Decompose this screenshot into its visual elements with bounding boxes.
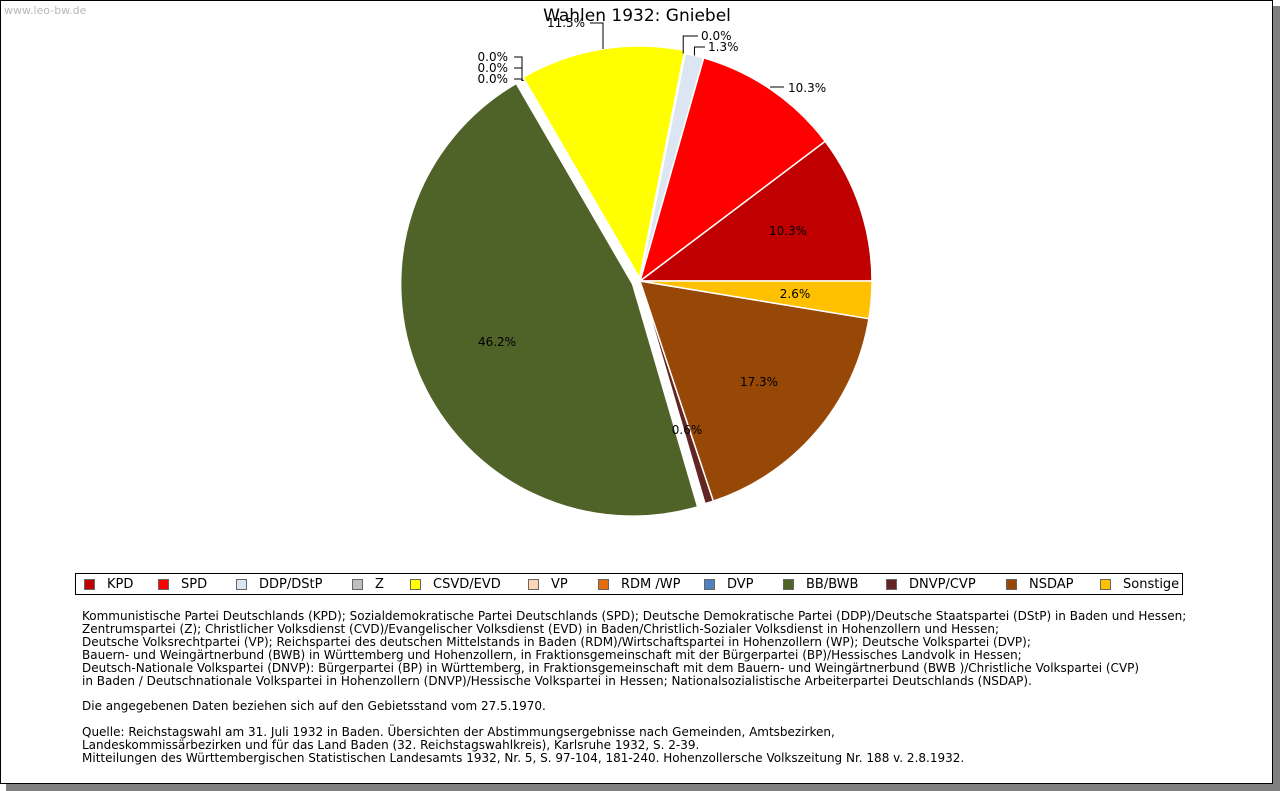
source-note-line: Quelle: Reichstagswahl am 31. Juli 1932 … [82, 725, 835, 740]
legend-label: CSVD/EVD [433, 577, 501, 592]
slice-label-nsdap: 17.3% [740, 375, 778, 389]
watermark: www.leo-bw.de [4, 4, 87, 17]
legend-label: DNVP/CVP [909, 577, 976, 592]
slice-label-rdm: 0.0% [478, 61, 509, 75]
source-note: Quelle: Reichstagswahl am 31. Juli 1932 … [82, 726, 1252, 765]
legend-item-nsdap: NSDAP [1006, 577, 1074, 592]
legend-item-kpd: KPD [84, 577, 133, 592]
label-leaders [514, 22, 784, 88]
slice-labels: 10.3%10.3%1.3%0.0%11.5%0.0%0.0%0.0%46.2%… [478, 16, 827, 437]
party-abbreviations: Kommunistische Partei Deutschlands (KPD)… [82, 610, 1252, 687]
legend-label: DDP/DStP [259, 577, 323, 592]
legend-item-dnvp: DNVP/CVP [886, 577, 976, 592]
party-note-line: Deutsch-Nationale Volkspartei (DNVP): Bü… [82, 660, 1140, 675]
pie-chart: Wahlen 1932: Gniebel 10.3%10.3%1.3%0.0%1… [399, 6, 873, 517]
slice-label-ddp: 1.3% [708, 40, 739, 54]
legend-label: Sonstige [1123, 577, 1180, 592]
legend-swatch [236, 579, 247, 590]
legend-label: Z [375, 577, 384, 592]
legend-swatch [598, 579, 609, 590]
legend-item-csvd: CSVD/EVD [410, 577, 501, 592]
legend-swatch [783, 579, 794, 590]
legend-swatch [158, 579, 169, 590]
legend-label: SPD [181, 577, 208, 592]
pie-slice-csvd [522, 45, 686, 281]
legend-swatch [886, 579, 897, 590]
pie-slice-bb [399, 82, 699, 517]
legend: KPD SPD DDP/DStP Z CSVD/EVD VP RDM /WP DVP BB/BW… [75, 573, 1183, 595]
legend-label: VP [551, 577, 568, 592]
legend-item-z: Z [352, 577, 384, 592]
legend-swatch [352, 579, 363, 590]
frame-shadow-bottom [6, 784, 1280, 791]
legend-item-bb: BB/BWB [783, 577, 858, 592]
party-note-line: Zentrumspartei (Z); Christlicher Volksdi… [82, 621, 1000, 636]
legend-item-ddp: DDP/DStP [236, 577, 322, 592]
legend-swatch [528, 579, 539, 590]
slice-label-bb: 46.2% [478, 335, 516, 349]
legend-swatch [704, 579, 715, 590]
legend-swatch [1006, 579, 1017, 590]
pie-slice-spd [638, 56, 827, 283]
slice-label-vp: 0.0% [478, 50, 509, 64]
party-note-line: Kommunistische Partei Deutschlands (KPD)… [82, 609, 1187, 623]
slice-label-spd: 10.3% [788, 81, 826, 95]
legend-item-dvp: DVP [704, 577, 754, 592]
legend-swatch [84, 579, 95, 590]
party-note-line: Bauern- und Weingärtnerbund (BWB) in Wür… [82, 647, 1022, 662]
frame-shadow-right [1273, 6, 1280, 791]
slice-label-dvp: 0.0% [478, 72, 509, 86]
slice-label-csvd: 11.5% [547, 16, 585, 30]
chart-title: Wahlen 1932: Gniebel [543, 6, 731, 26]
pie-slice-sonstige [639, 280, 873, 320]
territory-note: Die angegebenen Daten beziehen sich auf … [82, 699, 546, 714]
slice-label-z: 0.0% [701, 29, 732, 43]
legend-item-vp: VP [528, 577, 568, 592]
legend-item-sonstige: Sonstige [1100, 577, 1179, 592]
legend-swatch [1100, 579, 1111, 590]
legend-swatch [410, 579, 421, 590]
pie-slices [399, 45, 873, 517]
legend-label: NSDAP [1029, 577, 1074, 592]
party-note-line: Deutsche Volksrechtpartei (VP); Reichspa… [82, 634, 1031, 649]
source-note-line: Mitteilungen des Württembergischen Stati… [82, 751, 965, 766]
pie-slice-kpd [637, 140, 873, 282]
legend-label: RDM /WP [621, 577, 681, 592]
legend-item-spd: SPD [158, 577, 207, 592]
legend-label: KPD [107, 577, 134, 592]
slice-label-sonstige: 2.6% [780, 287, 811, 301]
slice-label-dnvp: 0.6% [672, 423, 703, 437]
source-note-line: Landeskommissärbezirken und für das Land… [82, 738, 700, 753]
slice-label-kpd: 10.3% [769, 224, 807, 238]
legend-item-rdm: RDM /WP [598, 577, 680, 592]
party-note-line: in Baden / Deutschnationale Volkspartei … [82, 673, 1032, 688]
footnotes: Kommunistische Partei Deutschlands (KPD)… [82, 610, 1252, 765]
pie-slice-nsdap [638, 280, 870, 503]
legend-label: BB/BWB [806, 577, 859, 592]
legend-label: DVP [727, 577, 754, 592]
